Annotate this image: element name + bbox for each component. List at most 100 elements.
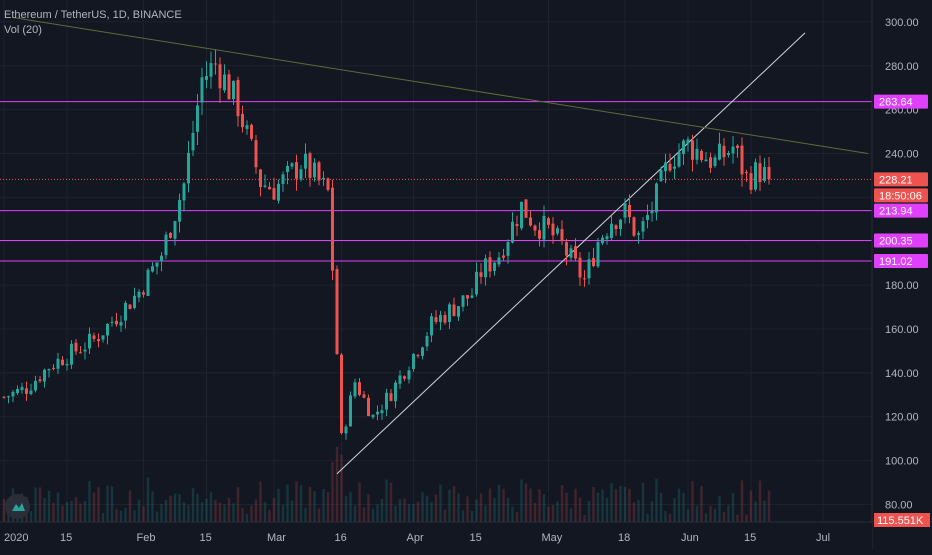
candle — [92, 332, 96, 342]
volume-bar — [601, 489, 604, 522]
candle — [218, 57, 222, 103]
candle-body — [326, 178, 330, 190]
volume-bar — [695, 505, 699, 522]
candle — [173, 220, 177, 246]
candle-body — [43, 369, 46, 382]
candle-body — [335, 269, 339, 355]
volume-bar — [214, 499, 217, 522]
candle — [434, 310, 438, 325]
volume-bar — [205, 498, 208, 522]
candle — [592, 247, 595, 268]
candle-body — [767, 166, 771, 180]
candle — [718, 132, 721, 161]
candle-body — [488, 257, 492, 272]
y-tick-label: 100.00 — [885, 456, 919, 468]
volume-bar — [380, 498, 384, 522]
candle — [65, 358, 69, 371]
candle-body — [673, 166, 676, 169]
candle — [376, 405, 379, 421]
candle-body — [286, 165, 289, 173]
candle-body — [515, 224, 519, 227]
price-level-tag: 263.64 — [874, 94, 928, 109]
candle-body — [403, 376, 406, 379]
candle — [565, 238, 568, 266]
candle — [214, 49, 217, 75]
candle-body — [614, 225, 618, 230]
candle-body — [308, 153, 312, 178]
volume-bar — [578, 497, 582, 522]
candle-body — [290, 163, 294, 167]
volume-bar — [749, 490, 753, 522]
price-levels — [0, 101, 872, 262]
volume-bar — [452, 486, 456, 522]
volume-bar — [610, 482, 613, 522]
volume-indicator-label[interactable]: Vol (20) — [4, 24, 42, 36]
candle — [574, 238, 577, 261]
volume-bar — [704, 513, 708, 522]
candle — [403, 375, 406, 382]
candle — [56, 352, 60, 375]
candle — [182, 181, 186, 212]
candle — [551, 217, 555, 244]
candle-body — [353, 382, 357, 397]
volume-bar — [682, 492, 685, 522]
candle-body — [200, 77, 204, 103]
candle-body — [254, 140, 258, 168]
candle-body — [713, 157, 717, 166]
volume-bar — [38, 487, 42, 522]
candle-body — [466, 295, 469, 299]
candle-body — [34, 380, 37, 391]
volume-bar — [493, 498, 496, 522]
symbol-title[interactable]: Ethereum / TetherUS, 1D, BINANCE — [4, 9, 182, 21]
volume-bar — [709, 506, 712, 522]
candle — [650, 201, 654, 222]
candle-body — [452, 304, 456, 316]
candle — [646, 204, 649, 229]
x-tick-label: Mar — [267, 532, 286, 544]
volume-bar — [754, 501, 757, 522]
volume-bar — [56, 492, 60, 522]
candle-body — [587, 259, 591, 279]
candle — [164, 231, 168, 260]
candle-body — [682, 140, 685, 155]
candle — [664, 153, 667, 184]
price-tags: 263.64 213.94 200.35 191.02 228.21 18:50:06 11… — [874, 94, 930, 527]
tradingview-cloud-icon[interactable] — [5, 494, 30, 519]
candle — [677, 143, 681, 168]
candle-body — [263, 185, 267, 187]
candle — [187, 140, 190, 193]
candle — [331, 180, 334, 281]
candle-body — [502, 255, 505, 258]
candle-body — [650, 210, 654, 214]
volume-bar — [466, 496, 469, 522]
volume-bar — [164, 499, 168, 522]
volume-bar — [232, 503, 235, 522]
volume-bar — [574, 488, 577, 522]
candle — [758, 155, 762, 191]
volume-bar — [520, 479, 523, 522]
volume-bar — [488, 488, 492, 522]
volume-bar — [65, 502, 69, 522]
volume-bar — [218, 502, 222, 522]
candle-body — [178, 200, 181, 222]
candle — [515, 215, 519, 236]
candle-body — [529, 217, 532, 226]
candle-body — [412, 353, 415, 369]
volume-bar — [668, 513, 672, 522]
candle — [682, 138, 685, 166]
candle-body — [470, 295, 474, 298]
candle — [326, 177, 330, 192]
volume-bar — [142, 506, 145, 522]
candle — [727, 150, 730, 158]
candle — [731, 135, 735, 164]
candle-body — [727, 153, 730, 155]
x-tick-label: 16 — [335, 532, 347, 544]
candle-body — [610, 223, 613, 238]
candle-body — [124, 302, 127, 321]
candle — [146, 268, 150, 297]
y-tick-label: 80.00 — [885, 499, 913, 511]
candle — [461, 295, 465, 312]
candle-body — [92, 335, 96, 339]
